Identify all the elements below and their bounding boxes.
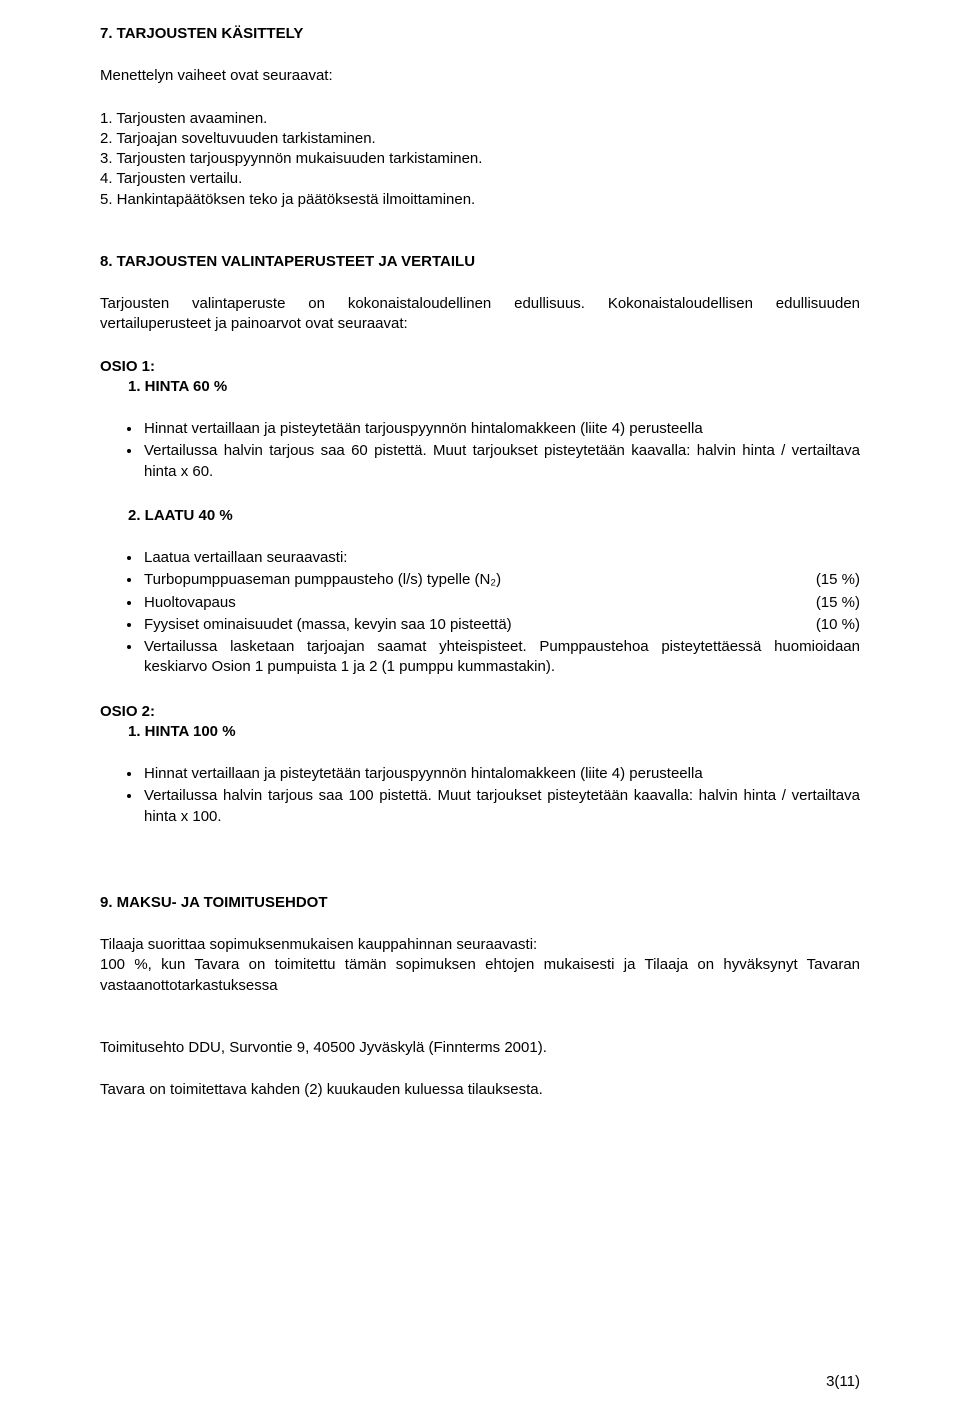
osio2-label: OSIO 2: <box>100 702 860 722</box>
s7-item-1: 1. Tarjousten avaaminen. <box>128 109 860 129</box>
s9-p1: Tilaaja suorittaa sopimuksenmukaisen kau… <box>100 935 860 955</box>
s9-heading: 9. MAKSU- JA TOIMITUSEHDOT <box>100 893 860 913</box>
osio1-b1: Hinnat vertaillaan ja pisteytetään tarjo… <box>142 419 860 439</box>
osio1-item1: 1. HINTA 60 % <box>128 377 860 397</box>
s8-p1: Tarjousten valintaperuste on kokonaistal… <box>100 294 860 335</box>
page-number: 3(11) <box>826 1372 860 1392</box>
s7-item-4: 4. Tarjousten vertailu. <box>128 169 860 189</box>
s7-list: 1. Tarjousten avaaminen. 2. Tarjoajan so… <box>100 109 860 210</box>
s7-item-2: 2. Tarjoajan soveltuvuuden tarkistaminen… <box>128 129 860 149</box>
osio2-bullets: Hinnat vertaillaan ja pisteytetään tarjo… <box>100 764 860 827</box>
laatu-row1-left: Turbopumppuaseman pumppausteho (l/s) typ… <box>144 570 501 590</box>
laatu-row2-right: (15 %) <box>816 593 860 613</box>
osio1-label: OSIO 1: <box>100 357 860 377</box>
laatu-row3-right: (10 %) <box>816 615 860 635</box>
laatu-tail: Vertailussa lasketaan tarjoajan saamat y… <box>142 637 860 678</box>
laatu-row-3: Fyysiset ominaisuudet (massa, kevyin saa… <box>142 615 860 635</box>
s8-heading: 8. TARJOUSTEN VALINTAPERUSTEET JA VERTAI… <box>100 252 860 272</box>
laatu-intro: Laatua vertaillaan seuraavasti: <box>142 548 860 568</box>
s9-p2: 100 %, kun Tavara on toimitettu tämän so… <box>100 955 860 996</box>
osio2-item1: 1. HINTA 100 % <box>128 722 860 742</box>
laatu-row-2: Huoltovapaus (15 %) <box>142 593 860 613</box>
s7-item-5: 5. Hankintapäätöksen teko ja päätöksestä… <box>128 190 860 210</box>
s9-p3: Toimitusehto DDU, Survontie 9, 40500 Jyv… <box>100 1038 860 1058</box>
osio1-item2: 2. LAATU 40 % <box>128 506 860 526</box>
laatu-row2-left: Huoltovapaus <box>144 593 236 613</box>
osio1-b2: Vertailussa halvin tarjous saa 60 pistet… <box>142 441 860 482</box>
osio2-b2: Vertailussa halvin tarjous saa 100 piste… <box>142 786 860 827</box>
laatu-row1-right: (15 %) <box>816 570 860 590</box>
s7-intro: Menettelyn vaiheet ovat seuraavat: <box>100 66 860 86</box>
s7-heading: 7. TARJOUSTEN KÄSITTELY <box>100 24 860 44</box>
s9-p4: Tavara on toimitettava kahden (2) kuukau… <box>100 1080 860 1100</box>
laatu-row3-left: Fyysiset ominaisuudet (massa, kevyin saa… <box>144 615 512 635</box>
osio1-bullets: Hinnat vertaillaan ja pisteytetään tarjo… <box>100 419 860 482</box>
s7-item-3: 3. Tarjousten tarjouspyynnön mukaisuuden… <box>128 149 860 169</box>
laatu-bullets: Laatua vertaillaan seuraavasti: Turbopum… <box>100 548 860 678</box>
document-page: 7. TARJOUSTEN KÄSITTELY Menettelyn vaihe… <box>0 0 960 1428</box>
laatu-row-1: Turbopumppuaseman pumppausteho (l/s) typ… <box>142 570 860 590</box>
osio2-b1: Hinnat vertaillaan ja pisteytetään tarjo… <box>142 764 860 784</box>
